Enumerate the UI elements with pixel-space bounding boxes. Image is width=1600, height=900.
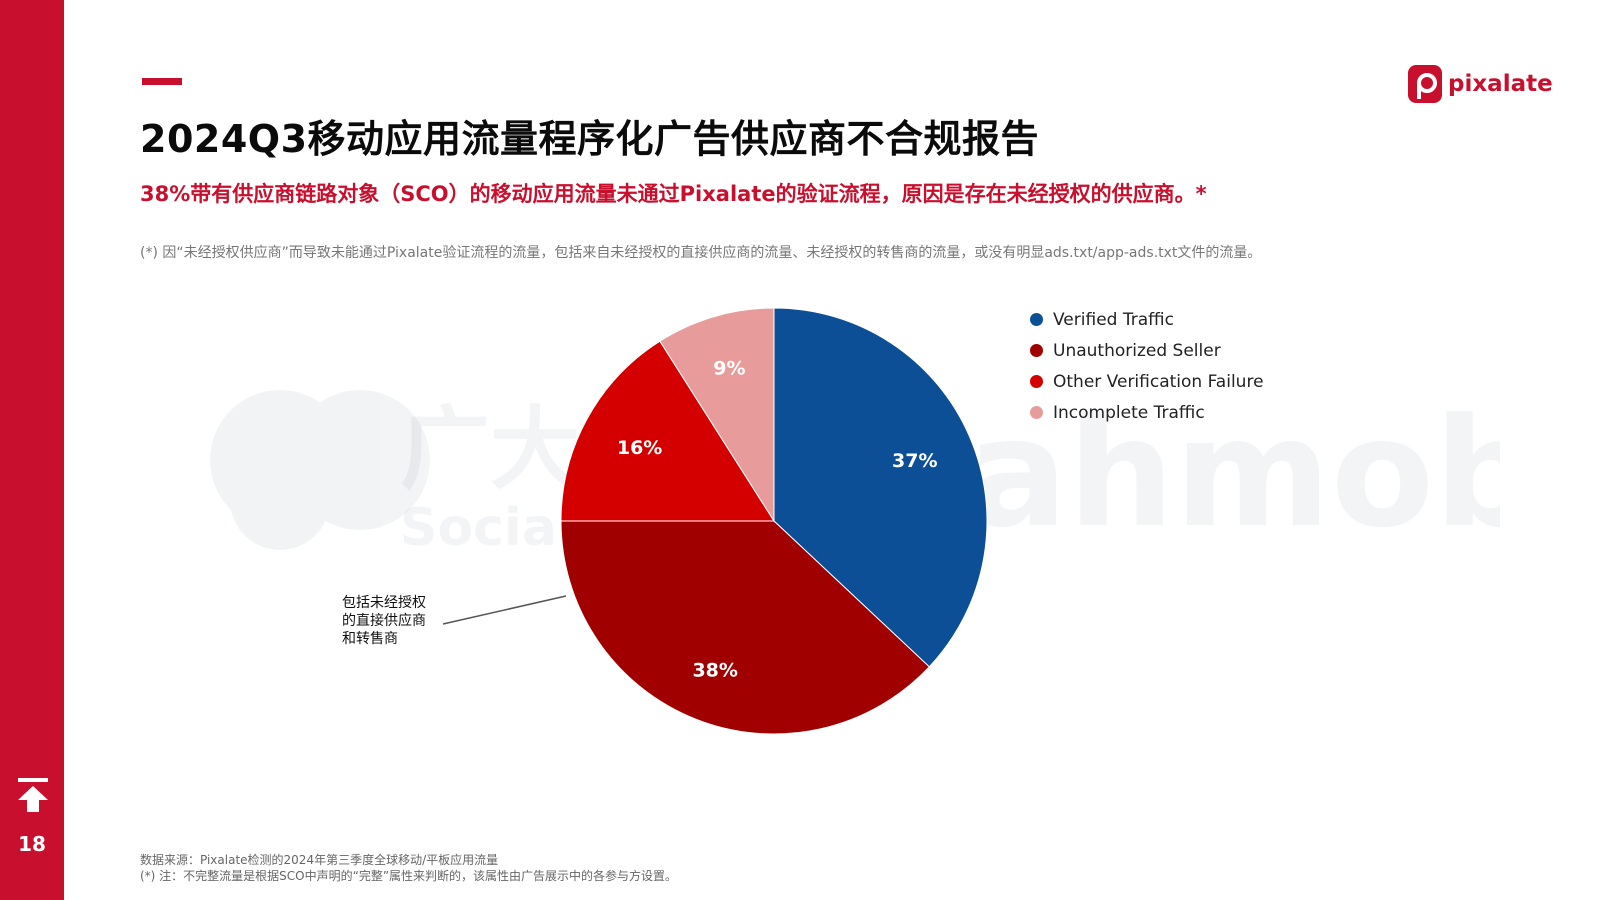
pie-slice-1 <box>773 307 988 668</box>
callout-line-3: 和转售商 <box>342 631 398 647</box>
page-number: 18 <box>18 832 46 856</box>
footer: 数据来源：Pixalate检测的2024年第三季度全球移动/平板应用流量 (*)… <box>140 852 677 884</box>
title-accent-bar <box>142 78 182 85</box>
page-subtitle: 38%带有供应商链路对象（SCO）的移动应用流量未通过Pixalate的验证流程… <box>140 182 1207 206</box>
footer-source: 数据来源：Pixalate检测的2024年第三季度全球移动/平板应用流量 <box>140 853 499 867</box>
pixalate-logo: pixalate <box>1408 64 1553 104</box>
legend-item-2: Unauthorized Seller <box>1030 335 1264 366</box>
legend-item-4: Incomplete Traffic <box>1030 397 1264 428</box>
legend-label: Unauthorized Seller <box>1053 340 1221 361</box>
legend-label: Incomplete Traffic <box>1053 402 1205 423</box>
legend-label: Other Verification Failure <box>1053 371 1264 392</box>
sidebar: 18 <box>0 0 64 900</box>
back-to-top-icon[interactable] <box>18 778 48 812</box>
pie-slice-4 <box>659 307 775 523</box>
callout-line-1: 包括未经授权 <box>342 595 426 611</box>
legend-dot-icon <box>1030 406 1043 419</box>
legend-dot-icon <box>1030 344 1043 357</box>
callout-leader-line <box>442 595 567 625</box>
callout-label: 包括未经授权 的直接供应商 和转售商 <box>342 594 426 648</box>
page-title: 2024Q3移动应用流量程序化广告供应商不合规报告 <box>140 117 1040 161</box>
chart-legend: Verified Traffic Unauthorized Seller Other… <box>1030 304 1264 428</box>
pixalate-logo-icon <box>1408 65 1442 103</box>
legend-label: Verified Traffic <box>1053 309 1174 330</box>
page-note: (*) 因“未经授权供应商”而导致未能通过Pixalate验证流程的流量，包括来… <box>140 245 1262 261</box>
pie-slice-2 <box>560 520 930 735</box>
pie-label-2: 38% <box>692 660 737 682</box>
pie-label-1: 37% <box>892 450 937 472</box>
pie-label-3: 16% <box>617 437 662 459</box>
footer-note: (*) 注：不完整流量是根据SCO中声明的“完整”属性来判断的，该属性由广告展示… <box>140 869 678 883</box>
pie-label-4: 9% <box>713 358 745 380</box>
logo-text: pixalate <box>1448 71 1553 97</box>
legend-dot-icon <box>1030 375 1043 388</box>
legend-dot-icon <box>1030 313 1043 326</box>
legend-item-1: Verified Traffic <box>1030 304 1264 335</box>
legend-item-3: Other Verification Failure <box>1030 366 1264 397</box>
callout-line-2: 的直接供应商 <box>342 613 426 629</box>
pie-slice-3 <box>560 340 775 522</box>
